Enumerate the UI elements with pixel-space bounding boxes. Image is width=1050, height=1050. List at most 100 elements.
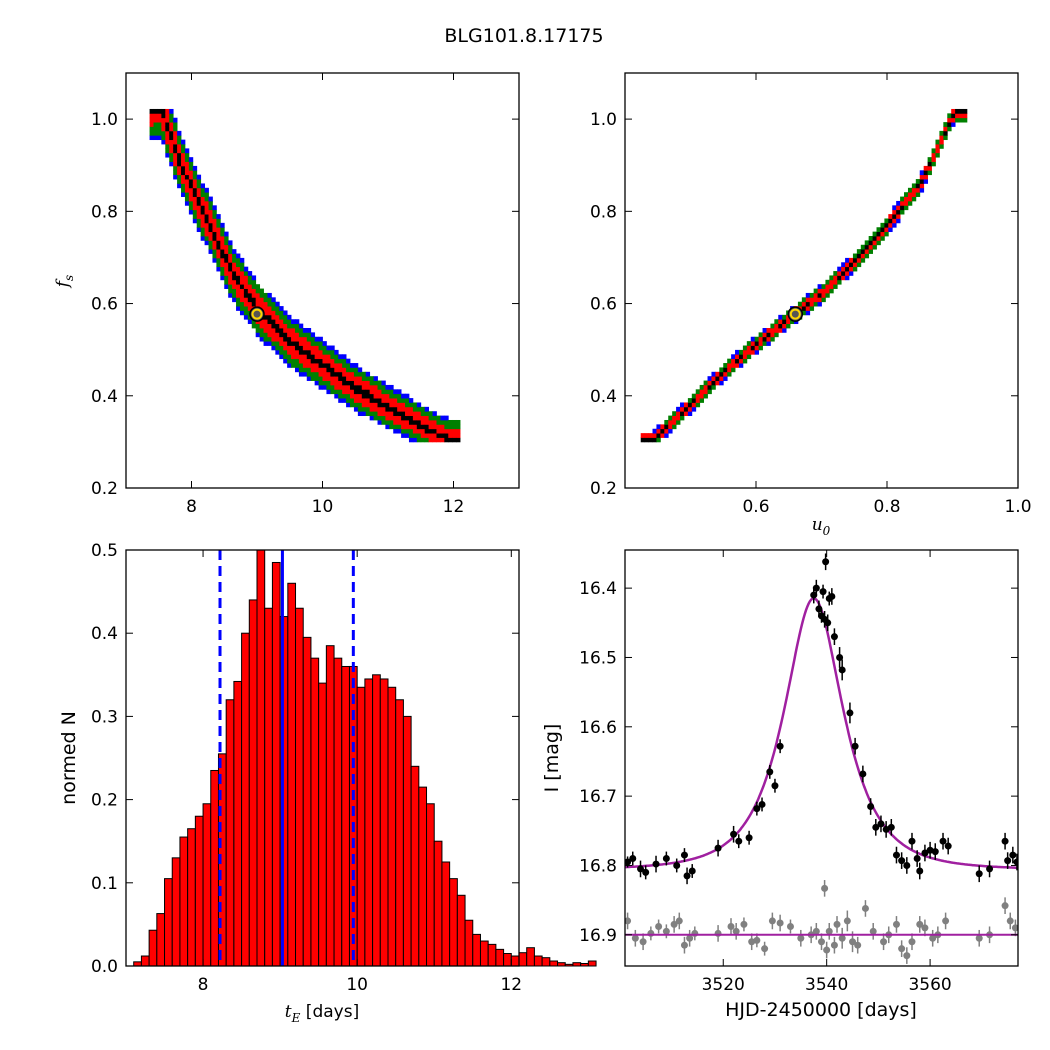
heatmap-cell-core [923,170,929,176]
heatmap-cell-mid [825,292,830,298]
heatmap-cell-inner [232,266,237,272]
heatmap-cell-core [715,376,720,381]
heatmap-cell-inner [456,428,461,434]
heatmap-cell-core [165,126,170,132]
heatmap-cell-outer [837,266,842,272]
heatmap-cell-inner [318,371,323,377]
data-point [776,742,784,750]
histogram-bar [518,952,528,967]
heatmap-cell-mid [181,148,186,154]
heatmap-cell-inner [259,301,264,307]
data-point [836,653,844,661]
heatmap-cell-outer [169,108,174,114]
heatmap-cell-inner [900,200,905,206]
heatmap-cell-core [377,398,382,403]
heatmap-cell-core [876,231,881,237]
heatmap-cell-inner [892,209,897,215]
histogram-bar [487,943,497,967]
heatmap-cell-inner [841,275,846,281]
heatmap-cell-core [778,323,783,329]
histogram-bar [248,599,258,967]
heatmap-cell-inner [746,345,752,351]
heatmap-cell-mid [868,236,873,241]
heatmap-cell-mid [428,411,433,417]
x-tick-label: 8 [198,975,209,995]
heatmap-cell-core [212,231,217,237]
histogram-bar [187,828,196,967]
heatmap-cell-inner [353,380,359,386]
heatmap-cell-mid [361,406,367,412]
heatmap-cell-mid [350,398,355,403]
histogram-bar [503,953,512,967]
heatmap-cell-inner [695,393,701,399]
histogram-bar [148,929,158,967]
heatmap-cell-mid [448,424,453,430]
heatmap-cell-core [161,113,166,119]
heatmap-cell-core [353,384,359,390]
histogram-bar [510,955,520,967]
heatmap-cell-inner [224,244,229,250]
data-point [768,917,776,925]
heatmap-cell-mid [416,406,422,412]
heatmap-cell-inner [149,117,154,123]
heatmap-cell-core [452,437,457,443]
heatmap-cell-mid [904,205,909,211]
heatmap-cell-inner [904,200,909,206]
heatmap-cell-inner [365,398,371,403]
heatmap-cell-core [856,253,862,259]
heatmap-cell-inner [770,332,775,338]
heatmap-cell-inner [216,227,221,233]
heatmap-cell-outer [153,135,158,141]
heatmap-cell-inner [829,284,834,289]
heatmap-cell-mid [173,170,178,176]
heatmap-cell-mid [907,187,913,193]
heatmap-cell-mid [212,253,217,259]
heatmap-cell-mid [424,411,430,417]
heatmap-cell-inner [373,389,378,395]
heatmap-cell-inner [275,336,280,342]
data-point [867,803,875,811]
heatmap-cell-mid [656,437,661,443]
heatmap-cell-mid [322,380,327,386]
heatmap-cell-mid [397,393,402,399]
heatmap-cell-outer [412,437,418,443]
heatmap-cell-outer [350,363,355,368]
heatmap-cell-core [707,384,712,390]
y-tick-label: 0.8 [91,202,118,222]
data-point [732,927,740,935]
heatmap-cell-inner [350,371,355,377]
heatmap-cell-inner [428,437,433,443]
heatmap-cell-inner [200,222,205,228]
heatmap-cell-inner [448,428,453,434]
heatmap-cell-outer [754,349,760,355]
heatmap-cell-mid [283,349,288,355]
heatmap-cell-inner [377,406,382,412]
heatmap-cell-outer [236,306,241,311]
heatmap-cell-outer [228,240,233,246]
heatmap-cell-mid [157,126,162,132]
data-point [642,868,650,876]
heatmap-cell-outer [247,271,253,276]
heatmap-cell-mid [357,406,363,412]
heatmap-cell-outer [275,349,280,355]
heatmap-cell-mid [243,306,249,311]
heatmap-cell-core [177,157,182,162]
heatmap-cell-core [947,122,952,127]
heatmap-cell-mid [216,222,221,228]
heatmap-cell-core [943,130,948,136]
data-point [686,934,694,942]
heatmap-cell-mid [259,292,264,298]
heatmap-cell-mid [762,341,767,346]
y-tick-label: 0.2 [590,479,617,499]
heatmap-cell-inner [267,332,272,338]
heatmap-cell-mid [353,367,359,373]
heatmap-cell-mid [856,262,862,268]
y-tick-label: 0.5 [91,541,118,561]
heatmap-cell-mid [801,297,807,303]
heatmap-cell-outer [338,354,343,360]
heatmap-cell-mid [259,332,264,338]
heatmap-cell-inner [373,384,378,390]
heatmap-cell-mid [204,192,209,197]
heatmap-cell-inner [239,292,245,298]
heatmap-cell-inner [338,363,343,368]
